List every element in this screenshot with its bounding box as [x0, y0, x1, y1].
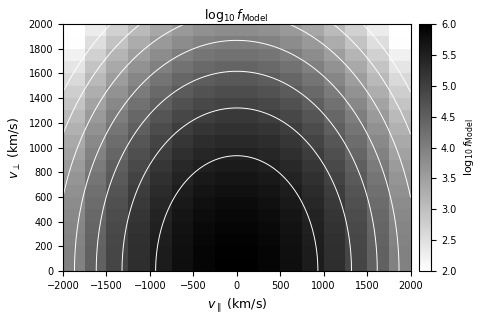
Y-axis label: $\log_{10} f_{\mathrm{Model}}$: $\log_{10} f_{\mathrm{Model}}$ [461, 119, 475, 176]
Title: $\log_{10} f_{\mathrm{Model}}$: $\log_{10} f_{\mathrm{Model}}$ [204, 7, 268, 24]
X-axis label: $v_{\parallel}$ (km/s): $v_{\parallel}$ (km/s) [206, 296, 266, 314]
Y-axis label: $v_{\perp}$ (km/s): $v_{\perp}$ (km/s) [7, 117, 23, 178]
